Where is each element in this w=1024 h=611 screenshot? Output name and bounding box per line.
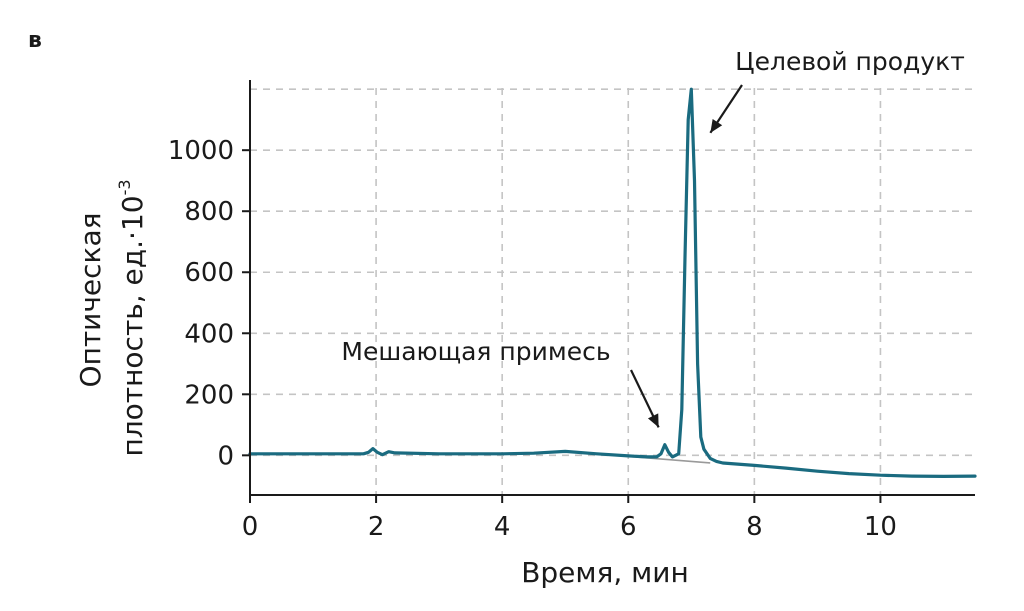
axes: [242, 80, 975, 503]
y-tick-label: 800: [184, 197, 234, 227]
y-axis-title-exponent: -3: [115, 179, 134, 195]
y-axis-title: Оптическая плотность, ед.·10-3: [74, 179, 149, 456]
y-tick-label: 0: [217, 441, 234, 471]
arrow-impurity-head: [647, 413, 659, 428]
y-axis-title-line2: плотность, ед.·10-3: [115, 179, 149, 456]
grid-lines: [250, 88, 975, 495]
x-tick-label: 10: [864, 512, 897, 542]
annotation-target-product: Целевой продукт: [735, 47, 965, 76]
y-tick-label: 200: [184, 380, 234, 410]
series-line: [248, 87, 977, 478]
y-tick-label: 400: [184, 319, 234, 349]
x-tick-labels: 0 2 4 6 8 10: [242, 512, 897, 542]
annotations: Целевой продукт Мешающая примесь: [341, 47, 965, 428]
arrow-target-product-head: [710, 119, 723, 133]
annotation-impurity: Мешающая примесь: [341, 337, 610, 366]
chromatogram-trace: [248, 87, 977, 478]
y-tick-label: 1000: [168, 136, 234, 166]
x-tick-label: 4: [494, 512, 511, 542]
y-axis-title-line1: Оптическая: [74, 213, 107, 388]
y-tick-label: 600: [184, 258, 234, 288]
x-tick-label: 8: [746, 512, 763, 542]
x-tick-label: 6: [620, 512, 637, 542]
x-axis-title: Время, мин: [521, 556, 689, 589]
x-tick-label: 2: [368, 512, 385, 542]
y-tick-labels: 0 200 400 600 800 1000: [168, 136, 234, 471]
panel-label: в: [28, 28, 42, 53]
x-tick-label: 0: [242, 512, 259, 542]
y-axis-title-line2-text: плотность, ед.·10: [116, 195, 149, 456]
